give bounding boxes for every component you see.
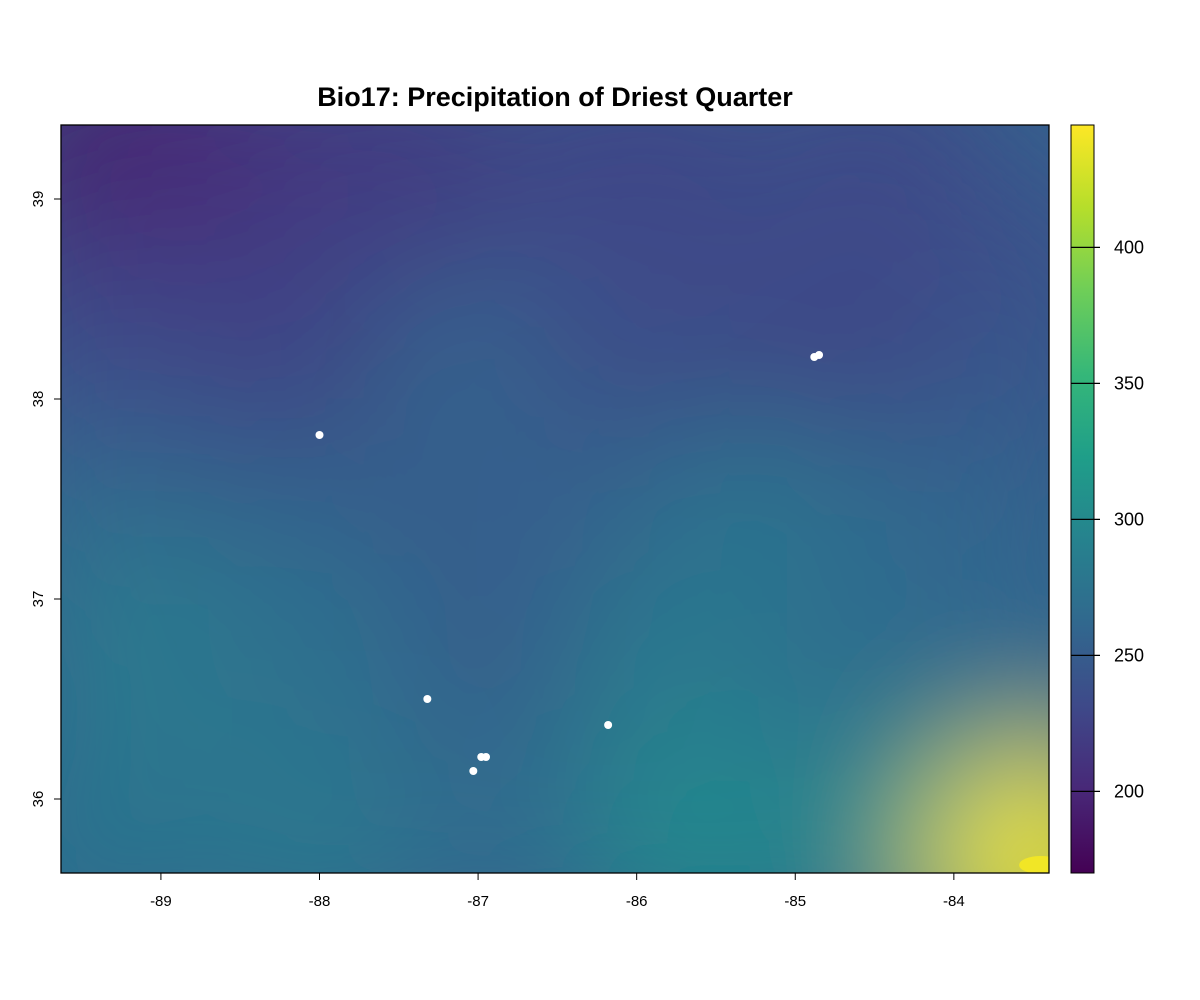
colorbar-tick-label: 400 (1114, 237, 1144, 257)
x-tick-label: -86 (626, 893, 648, 910)
y-tick-label: 36 (30, 791, 47, 808)
y-tick-label: 39 (30, 191, 47, 208)
map-title: Bio17: Precipitation of Driest Quarter (317, 82, 793, 112)
site-point (815, 351, 824, 359)
raster-cell (585, 724, 816, 873)
raster-cell (926, 750, 1049, 873)
x-tick-label: -88 (309, 893, 331, 910)
colorbar-tick-label: 200 (1114, 781, 1144, 801)
map-frame (60, 124, 1050, 874)
site-point (604, 721, 613, 729)
site-points (315, 351, 824, 775)
site-point (482, 753, 491, 761)
colorbar-tick-label: 350 (1114, 373, 1144, 393)
x-tick-label: -89 (150, 893, 172, 910)
x-axis: -89 -88 -87 -86 -85 -84 (150, 873, 965, 910)
color-legend: 200 250 300 350 400 (1070, 124, 1144, 874)
colorbar-tick-label: 250 (1114, 645, 1144, 665)
raster-peak (1019, 856, 1049, 873)
raster-cell (204, 724, 435, 873)
site-point (315, 431, 324, 439)
raster-cell (394, 704, 625, 873)
colorbar-tick-label: 300 (1114, 509, 1144, 529)
x-tick-label: -84 (943, 893, 965, 910)
site-point (423, 695, 432, 703)
x-tick-label: -87 (467, 893, 489, 910)
raster-cell (204, 544, 435, 774)
y-axis: 36 37 38 39 (30, 191, 61, 808)
x-tick-label: -85 (784, 893, 806, 910)
y-tick-label: 38 (30, 391, 47, 408)
colorbar-ramp (1070, 124, 1095, 874)
site-point (469, 767, 478, 775)
y-tick-label: 37 (30, 591, 47, 608)
precipitation-raster (61, 125, 1049, 873)
raster-cell (61, 724, 213, 873)
